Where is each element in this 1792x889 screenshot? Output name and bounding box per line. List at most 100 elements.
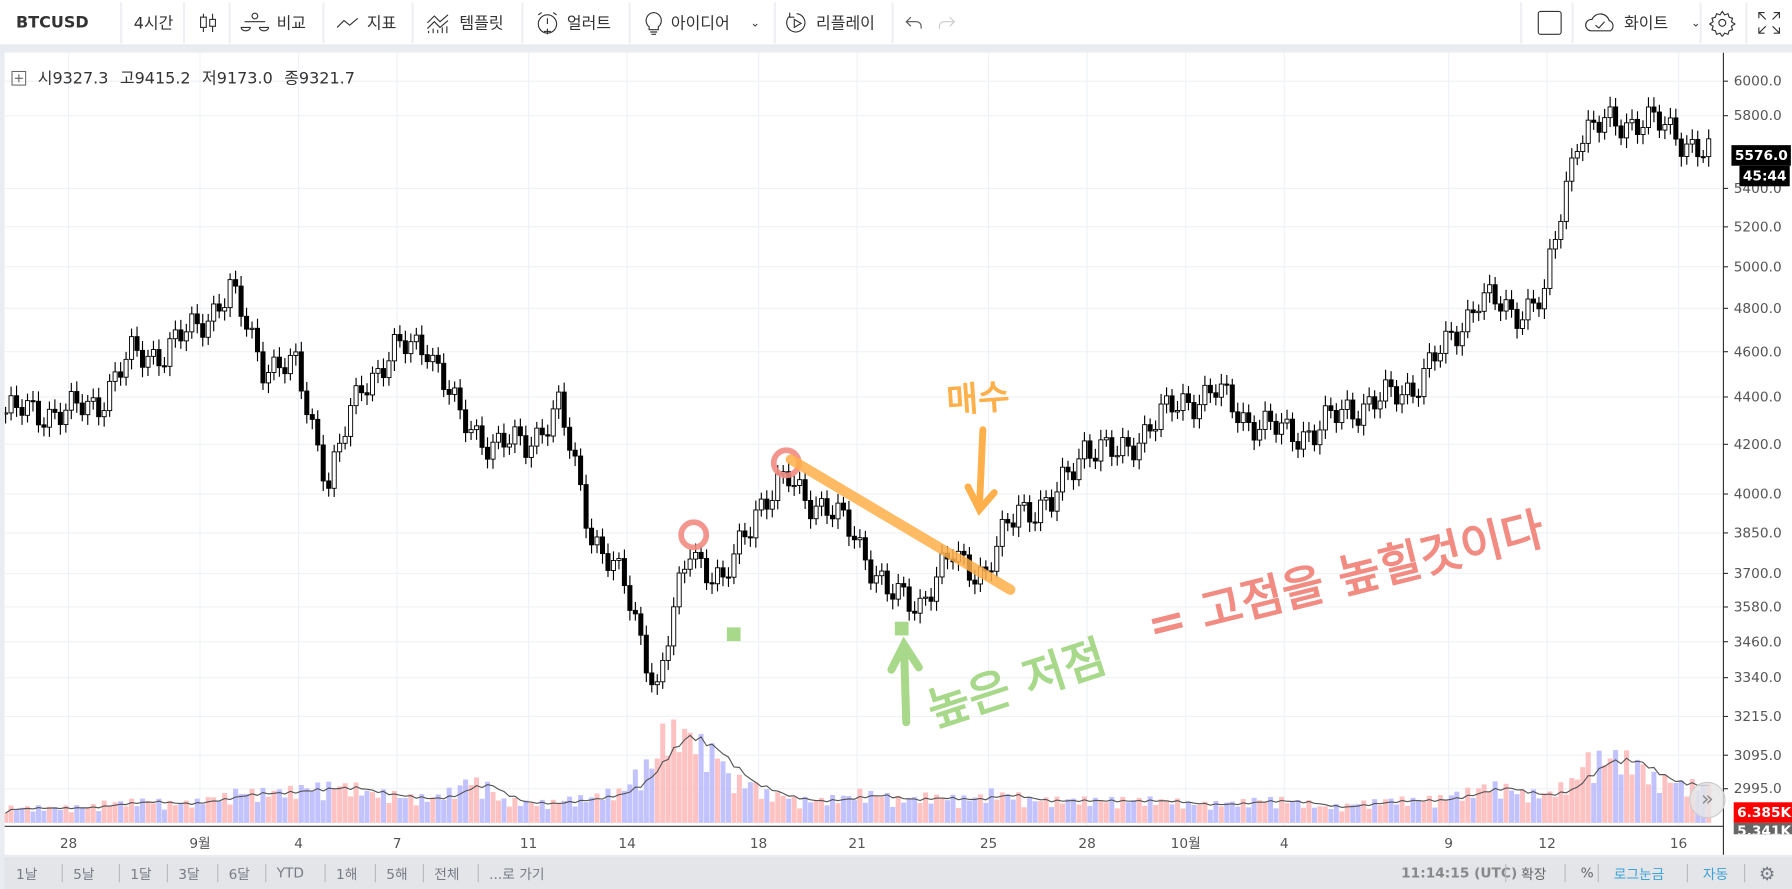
- range-button[interactable]: 1달: [130, 865, 152, 882]
- volume-bar: [1514, 794, 1520, 823]
- candle-down: [30, 400, 36, 403]
- scale-settings-gear-icon[interactable]: ⚙: [1758, 862, 1776, 884]
- ideas-button[interactable]: 아이디어 ⌄: [643, 0, 760, 46]
- extend-button[interactable]: 확장: [1521, 865, 1547, 882]
- volume-bar: [923, 792, 929, 823]
- volume-bar: [1268, 796, 1274, 823]
- candle-down: [1235, 411, 1241, 424]
- time-tick-label: 4: [294, 836, 303, 852]
- candle-down: [244, 315, 250, 330]
- symbol-button[interactable]: BTCUSD: [16, 0, 89, 46]
- candle-down: [254, 327, 261, 353]
- volume-bar: [1032, 801, 1038, 823]
- candle-up: [1465, 309, 1471, 333]
- chart-type-button[interactable]: [198, 0, 219, 46]
- candle-up: [227, 279, 233, 309]
- candle-down: [1678, 138, 1684, 157]
- layout-button[interactable]: [1537, 0, 1562, 46]
- volume-bar: [107, 806, 113, 823]
- volume-bar: [862, 802, 868, 823]
- log-scale-button[interactable]: 로그눈금: [1613, 865, 1665, 882]
- candle-down: [79, 402, 85, 416]
- range-button[interactable]: 전체: [434, 865, 460, 882]
- candle-down: [567, 426, 573, 451]
- chart-pane[interactable]: 6000.0 5800.0 5400.0 5200.0 5000.0 4800.0 4600…: [3, 52, 1792, 855]
- volume-bar: [1476, 788, 1482, 823]
- volume-bar: [30, 811, 36, 823]
- volume-bar: [999, 792, 1005, 823]
- expand-icon[interactable]: [11, 70, 27, 86]
- volume-bar: [430, 797, 436, 823]
- candle-up: [1684, 143, 1690, 157]
- percent-button[interactable]: %: [1580, 865, 1594, 882]
- price-tick-label: 4400.0: [1734, 390, 1782, 406]
- volume-bar: [1005, 794, 1011, 823]
- candle-up: [375, 368, 381, 374]
- candle-down: [868, 559, 874, 584]
- fullscreen-button[interactable]: [1758, 0, 1781, 46]
- candle-down: [1530, 298, 1536, 304]
- volume-bar: [1361, 800, 1367, 823]
- volume-bar: [950, 794, 956, 823]
- interval-button[interactable]: 4시간: [134, 0, 174, 46]
- volume-bar: [1229, 801, 1235, 823]
- candle-up: [1284, 418, 1290, 424]
- volume-bar: [265, 796, 271, 823]
- templates-button[interactable]: 템플릿: [425, 0, 504, 46]
- candle-up: [150, 349, 156, 357]
- candle-up: [1202, 384, 1208, 406]
- candle-down: [178, 329, 184, 342]
- theme-button[interactable]: 화이트 ⌄: [1583, 0, 1701, 46]
- auto-scale-button[interactable]: 자동: [1702, 865, 1729, 882]
- volume-bar: [1634, 759, 1641, 823]
- range-button[interactable]: 5해: [386, 865, 408, 882]
- volume-bar: [1191, 804, 1197, 823]
- range-button[interactable]: 6달: [228, 865, 250, 882]
- volume-bar: [835, 803, 841, 823]
- candle-down: [1498, 303, 1504, 312]
- volume-bar: [1487, 791, 1493, 823]
- time-tick-label: 28: [1078, 836, 1095, 852]
- volume-bar: [534, 806, 540, 823]
- volume-bar: [3, 813, 9, 823]
- candle-up: [413, 334, 419, 343]
- compare-button[interactable]: 비교: [240, 0, 306, 46]
- marker-low-2: [894, 621, 909, 636]
- ideas-label: 아이디어: [670, 14, 730, 34]
- volume-bar: [1355, 804, 1361, 823]
- undo-button[interactable]: [905, 0, 923, 46]
- candle-up: [63, 409, 69, 426]
- volume-bar: [775, 792, 781, 823]
- candle-up: [671, 606, 677, 647]
- redo-button[interactable]: [937, 0, 956, 46]
- range-button[interactable]: 1날: [15, 865, 38, 882]
- indicators-button[interactable]: 지표: [335, 0, 396, 46]
- volume-bar: [523, 800, 529, 823]
- volume-ma-label: 5.341K: [1733, 822, 1792, 835]
- volume-bar: [123, 806, 129, 823]
- candle-up: [775, 473, 781, 502]
- range-button[interactable]: ...로 가기: [489, 865, 545, 882]
- volume-bar: [649, 768, 655, 823]
- volume-bar: [1443, 800, 1449, 823]
- volume-bar: [786, 798, 792, 823]
- replay-button[interactable]: 리플레이: [784, 0, 875, 46]
- range-button[interactable]: 3달: [178, 865, 200, 882]
- square-icon: [1537, 10, 1562, 35]
- low-label: 저: [202, 69, 217, 88]
- range-button[interactable]: 1해: [335, 865, 358, 882]
- candle-down: [14, 395, 20, 408]
- volume-bar: [249, 788, 255, 823]
- volume-bar: [484, 781, 491, 823]
- range-button[interactable]: 5날: [73, 865, 95, 882]
- volume-bar: [879, 796, 885, 823]
- volume-bar: [1432, 807, 1438, 823]
- settings-button[interactable]: [1708, 0, 1736, 46]
- range-button[interactable]: YTD: [276, 865, 304, 882]
- candle-up: [222, 307, 228, 312]
- scroll-to-realtime-button[interactable]: »: [1689, 781, 1726, 819]
- alert-button[interactable]: 얼러트: [535, 0, 611, 46]
- low-value: 9173.0: [216, 69, 273, 88]
- arrow-up-icon: [887, 636, 923, 727]
- price-chart[interactable]: 6000.05800.05400.05200.05000.04800.04600…: [3, 52, 1792, 855]
